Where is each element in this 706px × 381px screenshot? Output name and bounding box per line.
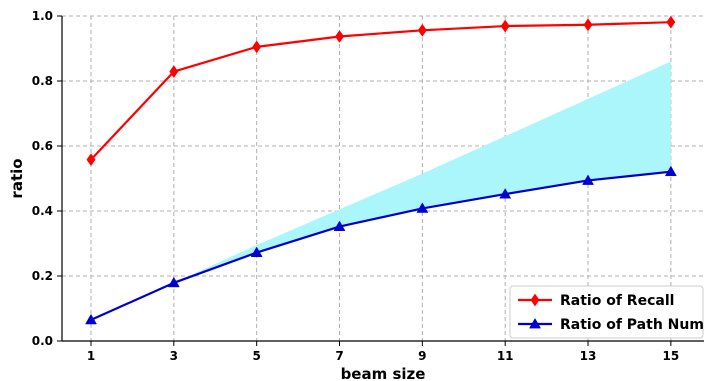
shaded-band-layer: [90, 61, 671, 320]
x-tick-label: 15: [663, 349, 680, 363]
legend: Ratio of Recall Ratio of Path Num: [509, 285, 704, 339]
data-point-triangle: [529, 317, 541, 329]
data-point-triangle: [416, 202, 429, 213]
data-point-diamond: [530, 293, 540, 307]
data-point-triangle: [582, 174, 594, 185]
y-tick-label: 0.0: [32, 334, 53, 348]
series-2: [85, 165, 677, 325]
data-point-diamond: [335, 30, 345, 43]
axes: 0.00.20.40.60.81.01 3 5 7 9 11 13 15: [32, 9, 704, 363]
data-point-diamond: [500, 19, 510, 33]
legend-box: [509, 285, 704, 339]
data-point-triangle: [499, 188, 512, 199]
series-1: [86, 15, 676, 167]
x-tick-label: 1: [87, 349, 95, 363]
legend-item-2: Ratio of Path Num: [518, 317, 704, 333]
series-line: [90, 21, 671, 161]
legend-item-1: Ratio of Recall: [518, 293, 674, 309]
x-tick-label: 5: [252, 349, 260, 363]
data-point-triangle: [333, 220, 346, 231]
x-tick-label: 3: [170, 349, 178, 363]
data-point-diamond: [86, 153, 96, 167]
series-line: [90, 170, 671, 321]
data-point-diamond: [417, 23, 427, 37]
y-tick-label: 0.4: [32, 204, 53, 218]
x-axis-label: beam size: [341, 365, 426, 381]
data-point-diamond: [252, 40, 262, 54]
data-point-triangle: [85, 313, 97, 325]
y-tick-label: 0.6: [32, 139, 53, 153]
y-tick-label: 1.0: [32, 9, 53, 23]
data-point-diamond: [169, 65, 179, 79]
data-point-diamond: [666, 15, 676, 29]
legend-label: Ratio of Path Num: [560, 317, 704, 333]
y-axis-label: ratio: [8, 158, 26, 198]
data-point-triangle: [664, 165, 677, 177]
x-tick-label: 9: [418, 349, 426, 363]
shaded-band: [90, 61, 671, 320]
series-layer: [85, 15, 677, 325]
y-tick-label: 0.8: [32, 74, 53, 88]
x-tick-label: 11: [497, 349, 514, 363]
x-tick-label: 7: [335, 349, 343, 363]
y-tick-label: 0.2: [32, 269, 53, 283]
data-point-triangle: [167, 276, 180, 288]
data-point-diamond: [583, 18, 593, 32]
legend-label: Ratio of Recall: [560, 293, 674, 309]
x-tick-label: 13: [580, 349, 597, 363]
data-point-triangle: [250, 246, 263, 257]
